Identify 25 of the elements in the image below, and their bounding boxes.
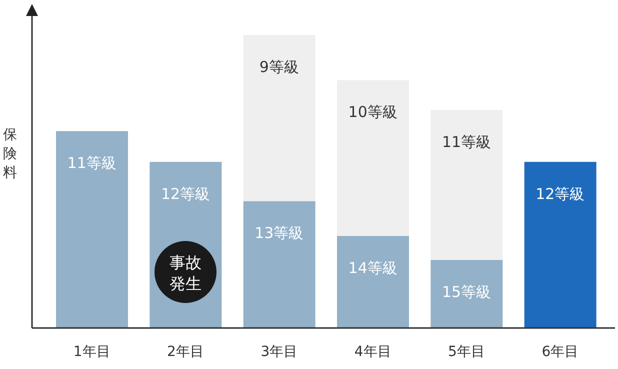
annotation: 11等級: [442, 133, 492, 152]
bar: [430, 260, 503, 328]
x-tick-label: 3年目: [260, 344, 298, 360]
annotation: 10等級: [348, 103, 398, 122]
annotation: 12等級: [160, 184, 210, 203]
bar: [243, 201, 316, 328]
bar: [56, 131, 128, 328]
x-tick-label: 6年目: [542, 344, 579, 360]
annotation: 12等級: [536, 184, 585, 203]
y-axis-title: 保険料: [3, 126, 18, 183]
bar: [243, 35, 316, 202]
annotation: 事故発生: [170, 253, 202, 293]
annotation: 13等級: [254, 224, 304, 242]
bar: [430, 110, 503, 260]
bar: [337, 236, 409, 328]
annotation: 14等級: [348, 259, 398, 277]
x-tick-label: 1年目: [73, 344, 110, 360]
x-tick-label: 4年目: [354, 344, 392, 360]
annotation: 15等級: [442, 283, 492, 302]
x-tick-label: 2年目: [167, 344, 204, 360]
annotation: 11等級: [67, 154, 116, 172]
bar: [337, 80, 409, 236]
x-tick-label: 5年目: [448, 344, 485, 360]
annotation: 9等級: [259, 58, 299, 76]
bar: [524, 162, 596, 328]
